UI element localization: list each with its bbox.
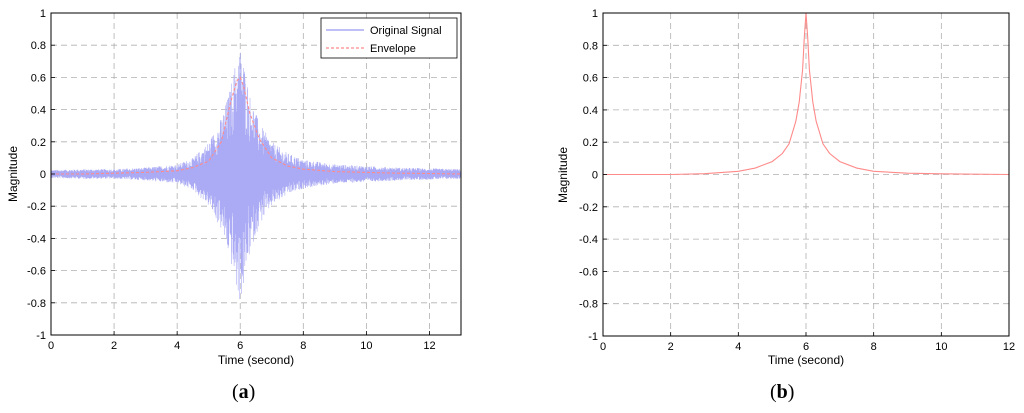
x-tick-label: 2 — [111, 340, 117, 352]
y-tick-label: -0.2 — [27, 201, 46, 213]
x-tick-label: 6 — [237, 340, 243, 352]
y-tick-label: 0.2 — [583, 137, 598, 149]
y-tick-label: 0.6 — [31, 72, 46, 84]
panel-b-xlabel: Time (second) — [768, 353, 844, 367]
x-tick-label: 10 — [360, 340, 372, 352]
y-tick-label: 1 — [592, 8, 598, 20]
legend-box — [320, 17, 458, 59]
y-tick-label: 0 — [40, 169, 46, 181]
y-tick-label: 0.4 — [583, 105, 598, 117]
y-tick-label: 1 — [40, 8, 46, 20]
y-tick-label: -0.2 — [579, 202, 598, 214]
y-tick-label: -0.4 — [27, 233, 46, 245]
panel-b-ticks: 0 2 4 6 8 10 12 -1 -0.8 -0.6 -0.4 -0.2 0 0.2 0.4 0.6 0.8… — [579, 8, 1015, 353]
x-tick-label: 4 — [174, 340, 180, 352]
y-tick-label: 0.6 — [583, 73, 598, 85]
x-tick-label: 6 — [803, 341, 809, 353]
legend-original-signal-label: Original Signal — [370, 25, 442, 37]
y-tick-label: 0.4 — [31, 105, 46, 117]
panel-a-series — [50, 52, 462, 300]
legend-envelope-label: Envelope — [370, 43, 416, 55]
series-original-signal — [50, 52, 462, 300]
panel-a: 0 2 4 6 8 10 12 -1 -0.8 -0.6 -0.4 -0.2 0 0.2 0.4 0.6 0.8… — [6, 8, 462, 403]
panel-a-xlabel: Time (second) — [218, 353, 294, 367]
y-tick-label: 0.2 — [31, 137, 46, 149]
panel-a-ylabel: Magnitude — [6, 146, 20, 202]
x-tick-label: 0 — [48, 340, 54, 352]
x-tick-label: 12 — [1003, 341, 1015, 353]
x-tick-label: 8 — [300, 340, 306, 352]
x-tick-label: 12 — [423, 340, 435, 352]
x-tick-label: 0 — [600, 341, 606, 353]
y-tick-label: 0 — [592, 170, 598, 182]
x-tick-label: 4 — [735, 341, 741, 353]
x-tick-label: 8 — [871, 341, 877, 353]
y-tick-label: 0.8 — [583, 40, 598, 52]
y-tick-label: -1 — [588, 331, 598, 343]
x-tick-label: 2 — [668, 341, 674, 353]
panel-b: 0 2 4 6 8 10 12 -1 -0.8 -0.6 -0.4 -0.2 0 0.2 0.4 0.6 0.8… — [556, 8, 1015, 403]
y-tick-label: -0.8 — [579, 299, 598, 311]
panel-b-ylabel: Magnitude — [556, 147, 570, 203]
panel-a-ticks: 0 2 4 6 8 10 12 -1 -0.8 -0.6 -0.4 -0.2 0 0.2 0.4 0.6 0.8… — [27, 8, 436, 352]
y-tick-label: -0.4 — [579, 234, 598, 246]
x-tick-label: 10 — [935, 341, 947, 353]
series-envelope — [51, 76, 462, 175]
y-tick-label: 0.8 — [31, 40, 46, 52]
y-tick-label: -0.6 — [579, 266, 598, 278]
y-tick-label: -0.8 — [27, 298, 46, 310]
panel-a-legend: Original Signal Envelope — [320, 17, 458, 59]
panel-b-grid — [603, 13, 1009, 336]
panel-b-letter: b — [777, 381, 788, 403]
y-tick-label: -1 — [36, 330, 46, 342]
panel-a-caption: (a) — [232, 381, 255, 403]
panel-a-letter: a — [239, 381, 249, 403]
y-tick-label: -0.6 — [27, 266, 46, 278]
panel-b-caption: (b) — [770, 381, 794, 403]
